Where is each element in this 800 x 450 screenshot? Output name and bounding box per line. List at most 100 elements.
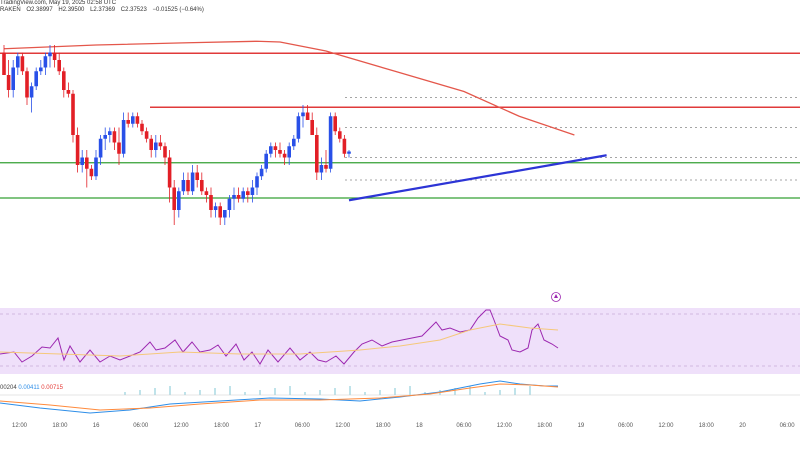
candle	[264, 150, 268, 173]
candle-body	[94, 157, 98, 177]
candle	[52, 45, 57, 68]
x-axis-label: 18:00	[699, 423, 715, 429]
low-value: L2.37369	[90, 7, 116, 13]
candle-body	[347, 151, 351, 154]
candle-body	[315, 135, 319, 173]
x-axis-label: 06:00	[295, 423, 311, 429]
candle-body	[292, 138, 296, 147]
candle-body	[52, 52, 57, 60]
candle-body	[218, 206, 222, 218]
candle-body	[310, 120, 314, 135]
candle-body	[2, 52, 6, 75]
candle-body	[11, 67, 15, 90]
candle-body	[259, 168, 264, 177]
candle	[301, 105, 305, 128]
candle-body	[103, 135, 107, 139]
macd-value-2: 0.00715	[40, 385, 64, 391]
x-axis-label: 18:00	[214, 423, 230, 429]
change-value: −0.01525 (−0.64%)	[152, 7, 204, 13]
candle-body	[34, 71, 38, 87]
x-axis-label: 06:00	[133, 423, 149, 429]
macd-values: 00204 0.00411 0.00715	[0, 385, 64, 391]
candle-body	[227, 198, 232, 210]
candle	[195, 165, 199, 188]
candle	[149, 135, 153, 158]
x-axis-label: 12:00	[658, 423, 674, 429]
x-axis-label: 12:00	[174, 423, 190, 429]
candle-body	[154, 142, 158, 150]
candle-body	[213, 206, 218, 210]
candle	[296, 112, 301, 143]
candle	[57, 52, 61, 75]
candle	[135, 112, 140, 128]
candle	[34, 67, 38, 90]
alert-icon	[551, 292, 561, 302]
candle	[209, 187, 213, 218]
candle-body	[246, 191, 250, 195]
candle-body	[144, 131, 149, 139]
candle-body	[6, 75, 11, 90]
candle	[227, 195, 232, 218]
candle-body	[108, 131, 112, 135]
candle-body	[62, 71, 66, 90]
x-axis-label: 18	[416, 423, 423, 429]
candle-body	[255, 176, 259, 188]
open-value: O2.38997	[26, 7, 53, 13]
x-axis-label: 06:00	[780, 423, 796, 429]
candle-body	[333, 116, 337, 132]
candle-body	[181, 180, 186, 192]
candle	[287, 142, 291, 165]
candle	[333, 112, 337, 135]
candle-body	[223, 210, 227, 218]
candle	[62, 67, 66, 98]
candle	[328, 112, 333, 173]
candle	[200, 172, 204, 195]
candle	[126, 112, 130, 128]
candle-body	[301, 112, 305, 117]
candle-body	[328, 116, 333, 169]
candle-body	[167, 157, 172, 188]
candle	[204, 187, 209, 203]
candle	[255, 172, 259, 195]
candle-body	[319, 165, 324, 173]
candle	[80, 150, 84, 173]
candle	[158, 135, 163, 150]
trend-line	[348, 154, 607, 202]
candle-body	[85, 157, 89, 169]
candle	[144, 127, 149, 143]
candle-body	[287, 146, 291, 158]
candle	[269, 142, 273, 158]
exchange-label: RAKEN	[0, 7, 21, 13]
x-axis-label: 12:00	[12, 423, 28, 429]
candle-body	[278, 150, 282, 154]
x-axis-label: 06:00	[456, 423, 472, 429]
candle	[108, 127, 112, 143]
candle-body	[338, 131, 342, 139]
candle	[186, 172, 190, 195]
candle-body	[305, 112, 310, 120]
high-value: H2.39500	[58, 7, 85, 13]
candle	[232, 187, 236, 210]
candle	[241, 187, 245, 203]
candle	[319, 157, 324, 180]
macd-value-1: 0.00411	[17, 385, 41, 391]
chart-header-ohlc: RAKEN O2.38997 H2.39500 L2.37369 C2.3752…	[0, 7, 208, 13]
x-axis-label: 17	[254, 423, 261, 429]
candle-body	[209, 195, 213, 210]
candle-body	[135, 116, 140, 124]
candle	[121, 112, 126, 158]
candle-body	[80, 157, 84, 165]
candle-body	[117, 142, 121, 154]
candle-body	[75, 135, 80, 165]
candle	[117, 127, 121, 165]
candle	[89, 165, 94, 180]
candle-body	[126, 120, 130, 124]
candle-body	[241, 191, 245, 199]
moving-average-line	[3, 40, 575, 136]
candle-body	[177, 191, 181, 210]
candle-body	[57, 60, 61, 72]
candle	[342, 135, 347, 158]
candle-body	[342, 138, 347, 154]
